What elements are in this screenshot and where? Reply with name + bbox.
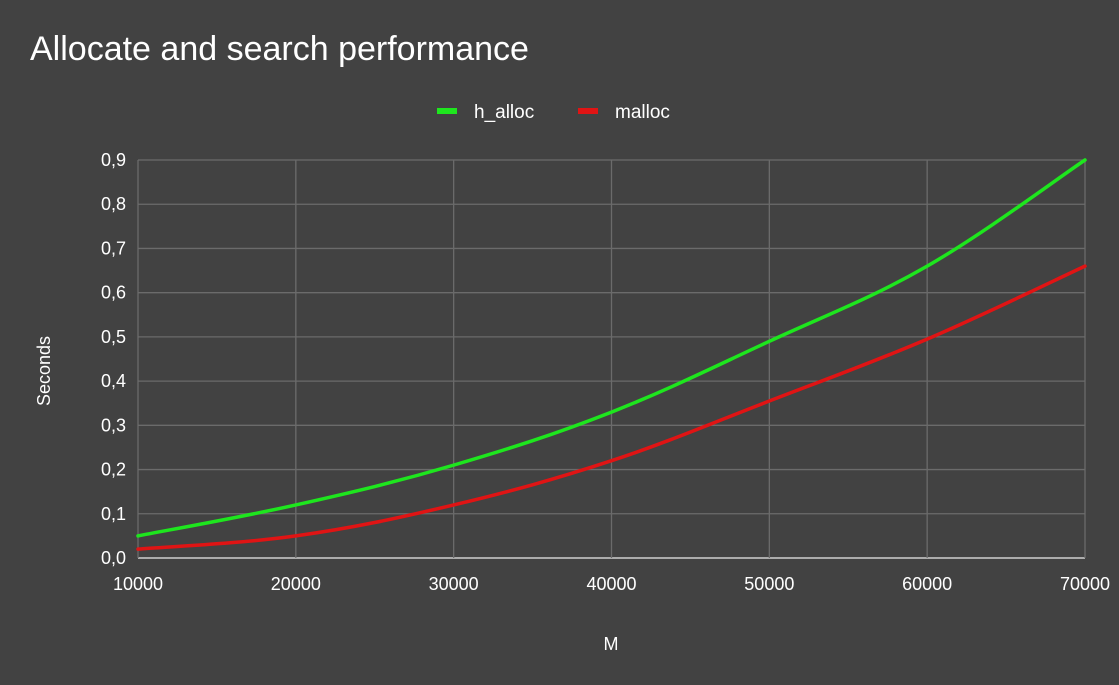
y-tick-label: 0,9 [101, 150, 126, 170]
y-axis-label: Seconds [34, 336, 54, 406]
x-axis-label: M [604, 634, 619, 654]
legend: h_alloc malloc [437, 102, 670, 123]
series-lines [136, 158, 1087, 551]
y-tick-label: 0,8 [101, 194, 126, 214]
legend-label-malloc: malloc [615, 102, 670, 123]
x-tick-label: 10000 [113, 574, 163, 594]
legend-label-h-alloc: h_alloc [474, 102, 534, 123]
x-axis-ticks: 10000 20000 30000 40000 50000 60000 70000 [113, 574, 1110, 594]
x-tick-label: 60000 [902, 574, 952, 594]
y-tick-label: 0,2 [101, 460, 126, 480]
x-tick-label: 40000 [586, 574, 636, 594]
y-tick-label: 0,0 [101, 548, 126, 568]
series-line-h-alloc [136, 158, 1087, 538]
legend-swatch-h-alloc [437, 108, 457, 114]
series-line-malloc [136, 264, 1087, 551]
x-tick-label: 50000 [744, 574, 794, 594]
x-tick-label: 30000 [429, 574, 479, 594]
y-tick-label: 0,5 [101, 327, 126, 347]
y-tick-label: 0,7 [101, 238, 126, 258]
y-tick-label: 0,1 [101, 504, 126, 524]
y-tick-label: 0,6 [101, 283, 126, 303]
y-tick-label: 0,4 [101, 371, 126, 391]
y-axis-ticks: 0,0 0,1 0,2 0,3 0,4 0,5 0,6 0,7 0,8 0,9 [101, 150, 126, 568]
x-tick-label: 20000 [271, 574, 321, 594]
grid [137, 159, 1086, 559]
legend-swatch-malloc [578, 108, 598, 114]
chart-title: Allocate and search performance [30, 30, 529, 68]
x-tick-label: 70000 [1060, 574, 1110, 594]
y-tick-label: 0,3 [101, 415, 126, 435]
